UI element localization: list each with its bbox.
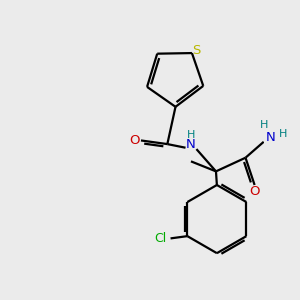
Text: O: O <box>129 134 140 147</box>
Text: H: H <box>260 120 268 130</box>
Text: N: N <box>186 139 196 152</box>
Text: Cl: Cl <box>154 232 166 245</box>
Text: N: N <box>266 131 275 144</box>
Text: S: S <box>192 44 201 57</box>
Text: H: H <box>187 130 196 140</box>
Text: O: O <box>249 185 260 198</box>
Text: H: H <box>279 129 287 139</box>
